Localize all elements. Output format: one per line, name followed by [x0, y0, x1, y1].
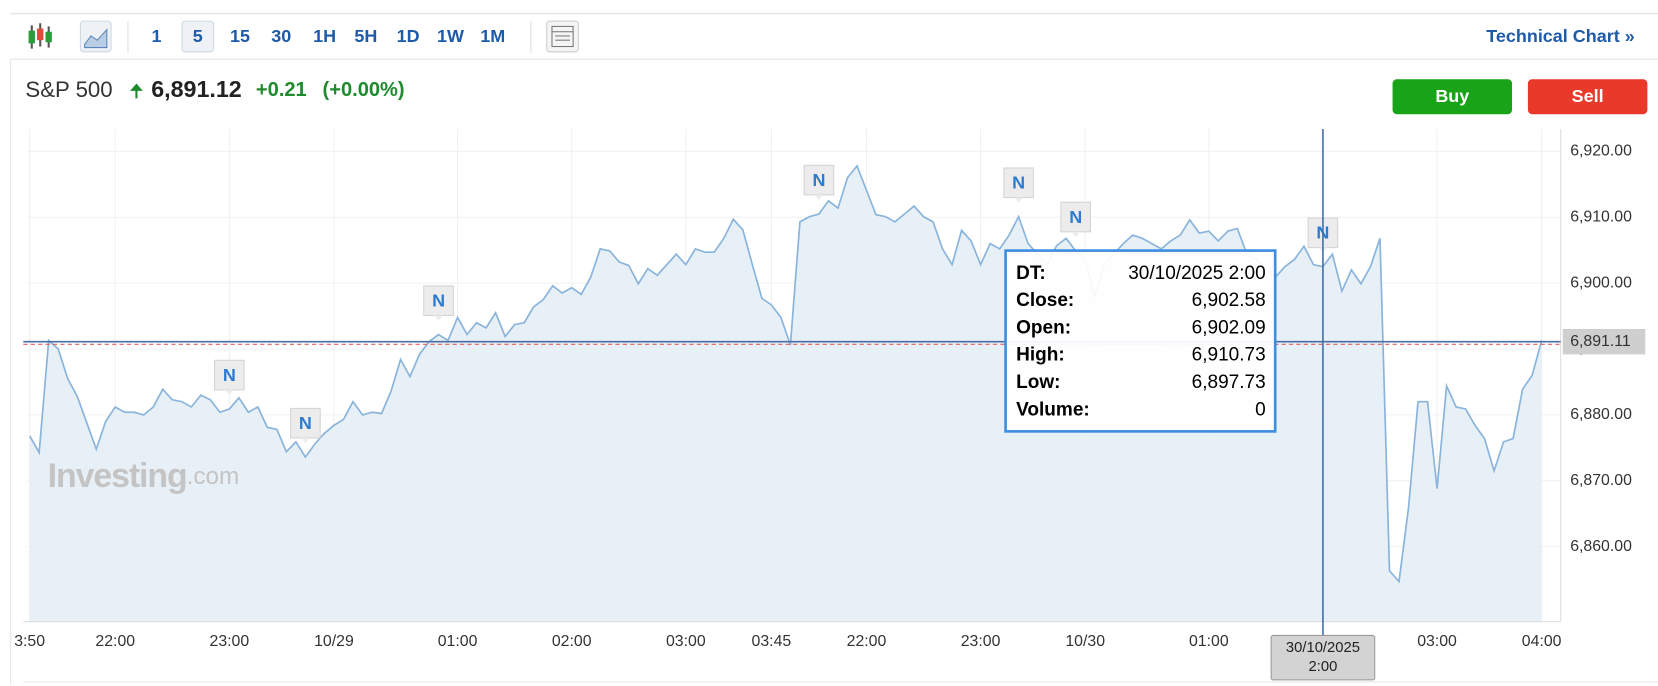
x-tick-label: 02:00 [552, 633, 592, 650]
interval-button[interactable]: 5H [354, 26, 377, 46]
tooltip-key: Volume: [1016, 399, 1090, 420]
x-tick-label: 3:50 [14, 633, 45, 650]
x-tick-label: 03:00 [1417, 633, 1457, 650]
last-price-label: 6,891.11 [1570, 333, 1631, 350]
y-tick-label: 6,870.00 [1570, 472, 1632, 489]
news-marker-label[interactable]: N [223, 365, 236, 385]
news-marker[interactable]: N [423, 285, 454, 321]
interval-button[interactable]: 1D [397, 26, 420, 46]
news-marker-label[interactable]: N [1069, 207, 1082, 227]
selected-interval[interactable] [181, 20, 215, 53]
price-line [28, 164, 1543, 584]
news-marker-pointer[interactable] [225, 389, 234, 396]
y-tick-label: 6,880.00 [1570, 406, 1632, 423]
x-tick-label: 03:00 [666, 633, 706, 650]
x-tick-label: 04:00 [1522, 633, 1562, 650]
change: +0.21 [256, 79, 307, 101]
x-tick-label: 01:00 [438, 633, 478, 650]
crosshair-label: 30/10/2025 [1286, 640, 1360, 656]
x-tick-label: 03:45 [752, 633, 792, 650]
tooltip-value: 30/10/2025 2:00 [1128, 263, 1265, 284]
last-price-box [1562, 329, 1646, 355]
news-marker-pointer[interactable] [301, 438, 310, 444]
news-marker[interactable]: N [803, 164, 835, 201]
news-marker[interactable]: N [1060, 201, 1092, 238]
news-marker-label[interactable]: N [432, 290, 445, 310]
plot-area [26, 128, 1561, 622]
change-pct: (+0.00%) [323, 79, 405, 101]
interval-button[interactable]: 1W [437, 26, 464, 46]
interval-group: 1 5 15 30 1H 5H 1D 1W 1M [152, 20, 505, 53]
news-marker-label[interactable]: N [812, 170, 825, 190]
interval-button[interactable]: 15 [230, 26, 250, 46]
technical-chart-link[interactable]: Technical Chart » [1486, 26, 1634, 46]
tooltip-box [1004, 249, 1277, 433]
news-marker-box[interactable] [1060, 201, 1092, 233]
news-marker-box[interactable] [803, 164, 835, 196]
x-tick-label: 23:00 [961, 633, 1001, 650]
buy-button[interactable] [1392, 79, 1513, 115]
news-marker-label[interactable]: N [1012, 173, 1025, 193]
sell-button[interactable] [1527, 79, 1648, 115]
layout-icon[interactable] [546, 20, 579, 53]
interval-button[interactable]: 1 [152, 26, 162, 46]
y-tick-label: 6,860.00 [1570, 538, 1632, 555]
crosshair-label: 2:00 [1309, 659, 1338, 675]
y-tick-label: 6,910.00 [1570, 208, 1632, 225]
x-tick-label: 22:00 [847, 633, 887, 650]
news-marker-box[interactable] [290, 407, 321, 439]
y-tick-label: 6,920.00 [1570, 143, 1632, 160]
news-marker-box[interactable] [423, 285, 454, 317]
news-marker-pointer[interactable] [814, 194, 824, 201]
news-marker-pointer[interactable] [1071, 231, 1080, 238]
news-marker-pointer[interactable] [434, 315, 443, 321]
watermark: Investing.com [48, 457, 240, 495]
watermark-suffix: .com [187, 463, 240, 490]
y-tick-label: 6,900.00 [1570, 274, 1632, 291]
tooltip-key: Close: [1016, 290, 1074, 311]
up-arrow [130, 83, 143, 99]
tooltip-value: 6,902.58 [1192, 290, 1266, 311]
tooltip-key: DT: [1016, 263, 1046, 284]
news-marker[interactable]: N [214, 359, 245, 396]
x-tick-label: 22:00 [95, 633, 135, 650]
instrument-name: S&P 500 [25, 77, 112, 102]
x-tick-label: 23:00 [210, 633, 250, 650]
news-marker-pointer[interactable] [1014, 197, 1023, 203]
x-tick-label: 10/29 [314, 633, 354, 650]
x-tick-label: 10/30 [1065, 633, 1105, 650]
crosshair-label-box [1270, 634, 1376, 681]
news-marker-label[interactable]: N [299, 413, 312, 433]
tooltip-key: Low: [1016, 372, 1060, 393]
news-marker-box[interactable] [1003, 167, 1034, 199]
candle-icon[interactable] [28, 23, 52, 49]
tooltip-value: 6,910.73 [1192, 345, 1266, 366]
price: 6,891.12 [151, 76, 242, 102]
news-marker[interactable]: N [290, 407, 321, 444]
interval-button[interactable]: 1H [313, 26, 336, 46]
area-icon[interactable] [79, 20, 112, 53]
tooltip-key: High: [1016, 345, 1065, 366]
interval-button[interactable]: 5 [193, 26, 203, 46]
tooltip-key: Open: [1016, 317, 1071, 338]
news-marker[interactable]: N [1003, 167, 1034, 203]
tooltip-value: 0 [1255, 399, 1266, 420]
sell-label[interactable]: Sell [1572, 86, 1604, 106]
watermark-brand: Investing [48, 457, 187, 495]
buy-label[interactable]: Buy [1435, 86, 1469, 106]
x-tick-label: 01:00 [1189, 633, 1229, 650]
interval-button[interactable]: 30 [271, 26, 291, 46]
tooltip-value: 6,902.09 [1192, 317, 1266, 338]
interval-button[interactable]: 1M [480, 26, 505, 46]
plot: 6,860.006,870.006,880.006,890.006,900.00… [14, 128, 1646, 681]
tooltip-value: 6,897.73 [1192, 372, 1266, 393]
